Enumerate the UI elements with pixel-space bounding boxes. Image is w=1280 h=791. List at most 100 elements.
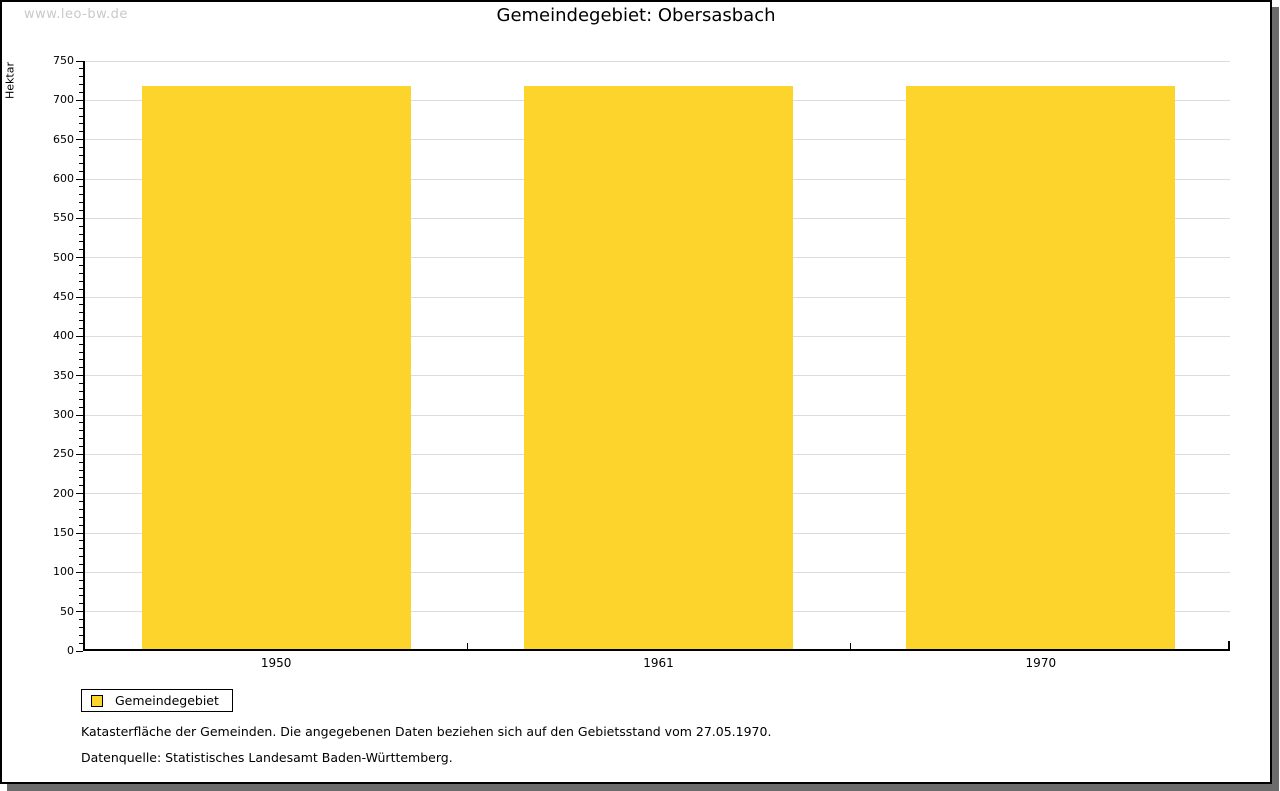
y-axis-minor-tick bbox=[79, 524, 83, 526]
legend: Gemeindegebiet bbox=[81, 689, 233, 712]
y-axis-minor-tick bbox=[79, 587, 83, 589]
y-axis-minor-tick bbox=[79, 202, 83, 204]
y-axis-tick-label: 200 bbox=[53, 486, 74, 500]
x-axis-boundary-tick bbox=[849, 643, 851, 649]
watermark: www.leo-bw.de bbox=[24, 7, 128, 22]
y-axis-major-tick bbox=[76, 60, 83, 62]
y-axis-tick-label: 350 bbox=[53, 368, 74, 382]
chart-title: Gemeindegebiet: Obersasbach bbox=[496, 5, 776, 26]
y-axis-minor-tick bbox=[79, 461, 83, 463]
y-axis-minor-tick bbox=[79, 422, 83, 424]
y-axis-minor-tick bbox=[79, 304, 83, 306]
y-axis-minor-tick bbox=[79, 508, 83, 510]
y-axis-tick-label: 550 bbox=[53, 211, 74, 225]
y-axis-tick-label: 400 bbox=[53, 329, 74, 343]
y-axis-minor-tick bbox=[79, 312, 83, 314]
y-axis-minor-tick bbox=[79, 194, 83, 196]
y-axis-minor-tick bbox=[79, 272, 83, 274]
y-axis-major-tick bbox=[76, 453, 83, 455]
y-axis-minor-tick bbox=[79, 406, 83, 408]
plot-area: 0 50 100 150 200 250 300 350 400 450 500 550 600 650 7… bbox=[53, 54, 1230, 670]
y-axis-tick-label: 700 bbox=[53, 93, 74, 107]
y-axis-minor-tick bbox=[79, 115, 83, 117]
y-axis-minor-tick bbox=[79, 626, 83, 628]
y-axis-minor-tick bbox=[79, 563, 83, 565]
x-axis-tick-label: 1950 bbox=[260, 656, 292, 670]
y-axis-major-tick bbox=[76, 532, 83, 534]
bar-1961 bbox=[524, 85, 793, 649]
y-axis-minor-tick bbox=[79, 288, 83, 290]
y-axis-major-tick bbox=[76, 650, 83, 652]
y-axis-minor-tick bbox=[79, 642, 83, 644]
y-axis-minor-tick bbox=[79, 84, 83, 86]
y-axis-minor-tick bbox=[79, 634, 83, 636]
y-axis-minor-tick bbox=[79, 477, 83, 479]
y-axis-minor-tick bbox=[79, 225, 83, 227]
y-axis-tick-label: 600 bbox=[53, 172, 74, 185]
y-axis-tick-label: 50 bbox=[60, 604, 74, 618]
footer-source: Datenquelle: Statistisches Landesamt Bad… bbox=[81, 750, 453, 765]
y-axis-tick-label: 450 bbox=[53, 290, 74, 303]
y-axis-minor-tick bbox=[79, 280, 83, 282]
y-axis-minor-tick bbox=[79, 343, 83, 345]
legend-label: Gemeindegebiet bbox=[115, 693, 219, 708]
x-axis-boundary-tick bbox=[467, 643, 469, 649]
y-axis-tick-label: 150 bbox=[53, 526, 74, 539]
y-axis-minor-tick bbox=[79, 131, 83, 133]
bar-1970 bbox=[906, 85, 1176, 649]
y-axis-tick-label: 500 bbox=[53, 250, 74, 264]
y-axis-minor-tick bbox=[79, 485, 83, 487]
x-axis-end-cap bbox=[1228, 641, 1230, 649]
y-axis-minor-tick bbox=[79, 556, 83, 558]
y-axis-minor-tick bbox=[79, 438, 83, 440]
y-axis-major-tick bbox=[76, 493, 83, 495]
y-axis-minor-tick bbox=[79, 469, 83, 471]
y-axis-tick-label: 0 bbox=[67, 644, 74, 657]
y-axis-title: Hektar bbox=[3, 62, 17, 99]
y-axis-minor-tick bbox=[79, 147, 83, 149]
y-axis-minor-tick bbox=[79, 107, 83, 109]
y-gridline bbox=[85, 60, 1230, 62]
x-axis-tick-label: 1961 bbox=[643, 656, 674, 670]
y-axis-tick-label: 250 bbox=[53, 447, 74, 461]
y-axis-minor-tick bbox=[79, 383, 83, 385]
y-axis-major-tick bbox=[76, 296, 83, 298]
y-axis-minor-tick bbox=[79, 249, 83, 251]
y-axis-minor-tick bbox=[79, 548, 83, 550]
y-axis-minor-tick bbox=[79, 579, 83, 581]
y-axis-minor-tick bbox=[79, 367, 83, 369]
y-axis-major-tick bbox=[76, 375, 83, 377]
y-axis-major-tick bbox=[76, 217, 83, 219]
y-axis-major-tick bbox=[76, 571, 83, 573]
bar-1950 bbox=[141, 85, 411, 649]
y-axis-minor-tick bbox=[79, 359, 83, 361]
y-axis-major-tick bbox=[76, 99, 83, 101]
y-axis-minor-tick bbox=[79, 327, 83, 329]
y-axis-minor-tick bbox=[79, 209, 83, 211]
y-axis-minor-tick bbox=[79, 398, 83, 400]
y-axis-minor-tick bbox=[79, 68, 83, 70]
y-axis-minor-tick bbox=[79, 241, 83, 243]
y-axis-major-tick bbox=[76, 257, 83, 259]
y-axis-major-tick bbox=[76, 139, 83, 141]
y-axis-minor-tick bbox=[79, 162, 83, 164]
y-axis-minor-tick bbox=[79, 170, 83, 172]
y-axis-minor-tick bbox=[79, 540, 83, 542]
y-axis-minor-tick bbox=[79, 516, 83, 518]
footer-note: Katasterfläche der Gemeinden. Die angege… bbox=[81, 724, 772, 739]
y-axis-minor-tick bbox=[79, 501, 83, 503]
y-axis-minor-tick bbox=[79, 320, 83, 322]
y-axis-tick-label: 100 bbox=[53, 565, 74, 579]
y-axis-minor-tick bbox=[79, 603, 83, 605]
y-axis-minor-tick bbox=[79, 186, 83, 188]
y-axis-tick-label: 300 bbox=[53, 408, 74, 421]
y-axis-minor-tick bbox=[79, 233, 83, 235]
y-axis-minor-tick bbox=[79, 91, 83, 93]
y-axis-minor-tick bbox=[79, 445, 83, 447]
y-axis-major-tick bbox=[76, 335, 83, 337]
x-axis-tick-label: 1970 bbox=[1025, 656, 1057, 670]
y-axis-minor-tick bbox=[79, 390, 83, 392]
y-axis-major-tick bbox=[76, 611, 83, 613]
legend-swatch-gemeindegebiet bbox=[91, 694, 103, 707]
y-axis-minor-tick bbox=[79, 76, 83, 78]
